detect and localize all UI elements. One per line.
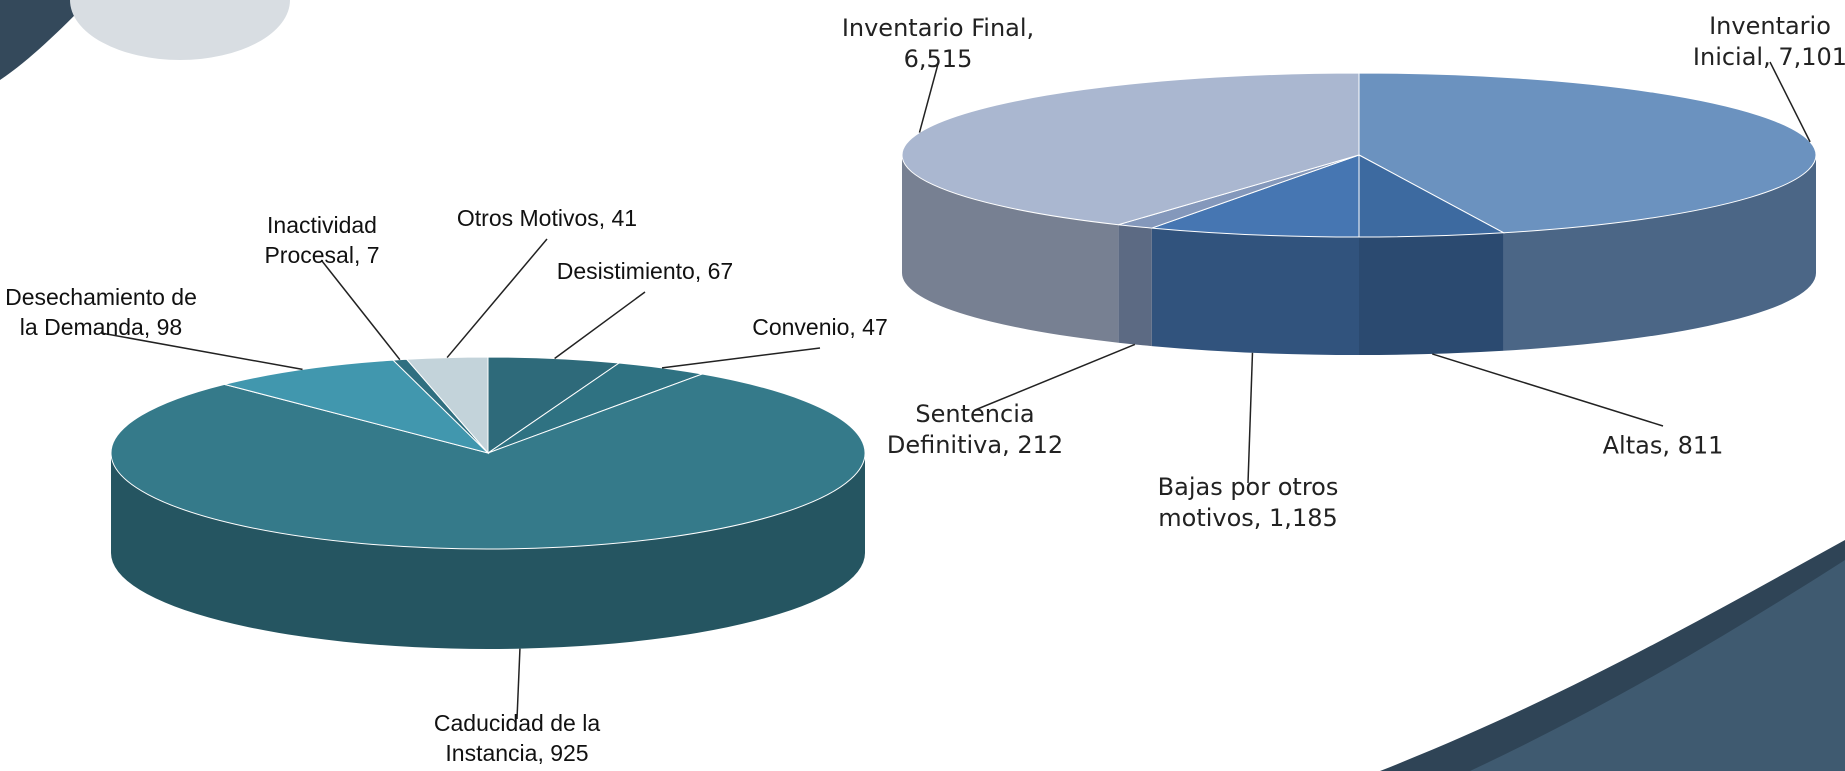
slice-side [1151,228,1359,355]
slice [1151,154,1360,238]
slice [405,356,489,455]
data-label: Desistimiento, 67 [556,258,734,285]
data-label: Desechamiento de la Demanda, 98 [5,284,197,340]
data-label: Inventario Final, 6,515 [841,13,1035,73]
leader-line [918,63,939,133]
slice-side [111,453,865,649]
data-label: Inactividad Procesal, 7 [264,212,380,268]
slice-side [1359,232,1504,355]
data-label: Otros Motivos, 41 [456,205,638,232]
slice [487,356,621,454]
slice-side [1118,224,1152,347]
slice-side [1503,155,1816,351]
leader-line [554,291,646,360]
slice [1358,154,1506,238]
leader-line [321,260,401,361]
data-label: Altas, 811 [1602,431,1724,460]
leader-line [1247,352,1254,484]
slice [224,359,490,454]
leader-line [1432,353,1664,427]
slice [110,373,866,550]
data-label: Caducidad de la Instancia, 925 [433,710,601,766]
leader-line [516,648,521,720]
data-label: Inventario Inicial, 7,101 [1692,11,1845,71]
data-label: Bajas por otros motivos, 1,185 [1157,472,1339,532]
background-corner [0,0,90,80]
slice-side [902,155,1119,343]
logo [70,0,290,60]
leader-line [100,332,303,371]
leader-line [446,238,548,359]
leader-line [1769,61,1811,143]
data-label: Sentencia Definitiva, 212 [886,399,1064,459]
data-label: Convenio, 47 [752,314,888,341]
leader-line [974,343,1136,411]
background-swoosh [1470,560,1845,771]
leader-line [661,347,821,369]
